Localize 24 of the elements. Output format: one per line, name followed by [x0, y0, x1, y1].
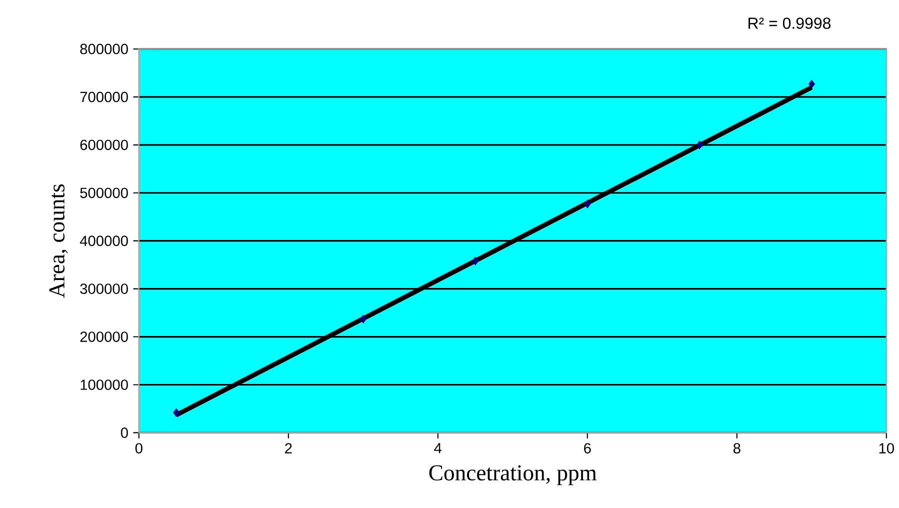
point	[472, 256, 479, 266]
x-tick-label: 2	[285, 443, 292, 454]
x-tick-label: 8	[733, 443, 740, 454]
point	[696, 140, 703, 150]
x-tick-label: 4	[434, 443, 442, 454]
y-axis-title: Area, counts	[49, 184, 68, 298]
y-tick-label: 400000	[80, 236, 128, 246]
y-tick-label: 0	[120, 428, 128, 438]
x-axis-title: Concetration, ppm	[429, 465, 597, 486]
y-tick-label: 500000	[80, 188, 128, 198]
point	[173, 408, 180, 417]
y-tick-label: 100000	[80, 380, 128, 390]
point	[808, 80, 815, 88]
point	[584, 200, 591, 208]
x-tick-label: 6	[584, 443, 591, 454]
y-tick-label: 300000	[80, 284, 128, 294]
point	[360, 314, 366, 324]
text: R² = 0.9998	[748, 18, 831, 30]
y-tick-label: 800000	[80, 44, 128, 54]
y-tick-label: 700000	[80, 92, 128, 102]
x-tick-label: 10	[879, 443, 894, 454]
y-tick-label: 200000	[80, 332, 128, 342]
x-tick-label: 0	[135, 443, 142, 454]
y-tick-label: 600000	[80, 140, 128, 150]
